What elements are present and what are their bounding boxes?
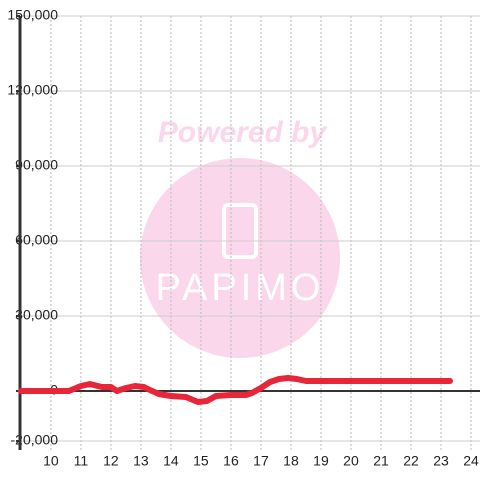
x-tick-label: 12: [103, 453, 119, 469]
x-tick-label: 11: [74, 453, 89, 469]
x-tick-label: 14: [163, 453, 179, 469]
watermark-caption: Powered by: [158, 116, 328, 149]
line: [17, 375, 453, 405]
x-tick-label: 13: [133, 453, 149, 469]
x-tick-label: 24: [463, 453, 479, 469]
x-tick-label: 20: [343, 453, 359, 469]
x-tick-label: 10: [43, 453, 59, 469]
y-tick-label: 90,000: [15, 157, 58, 173]
y-tick-label: 30,000: [15, 307, 58, 323]
watermark-logo: PAPIMO: [156, 267, 325, 309]
x-tick-label: 21: [373, 453, 389, 469]
x-tick-label: 18: [283, 453, 299, 469]
y-tick-label: 120,000: [7, 82, 58, 98]
watermark-phone: [222, 203, 258, 259]
y-tick-label: -20,000: [11, 432, 59, 448]
watermark: Powered by PAPIMO: [140, 116, 340, 358]
y-tick-label: 60,000: [15, 232, 58, 248]
y-tick-label: 150,000: [7, 7, 58, 23]
x-tick-label: 16: [223, 453, 239, 469]
x-tick-label: 23: [433, 453, 449, 469]
x-tick-label: 19: [313, 453, 329, 469]
x-tick-label: 15: [193, 453, 209, 469]
x-tick-label: 17: [253, 453, 269, 469]
x-tick-label: 22: [403, 453, 419, 469]
